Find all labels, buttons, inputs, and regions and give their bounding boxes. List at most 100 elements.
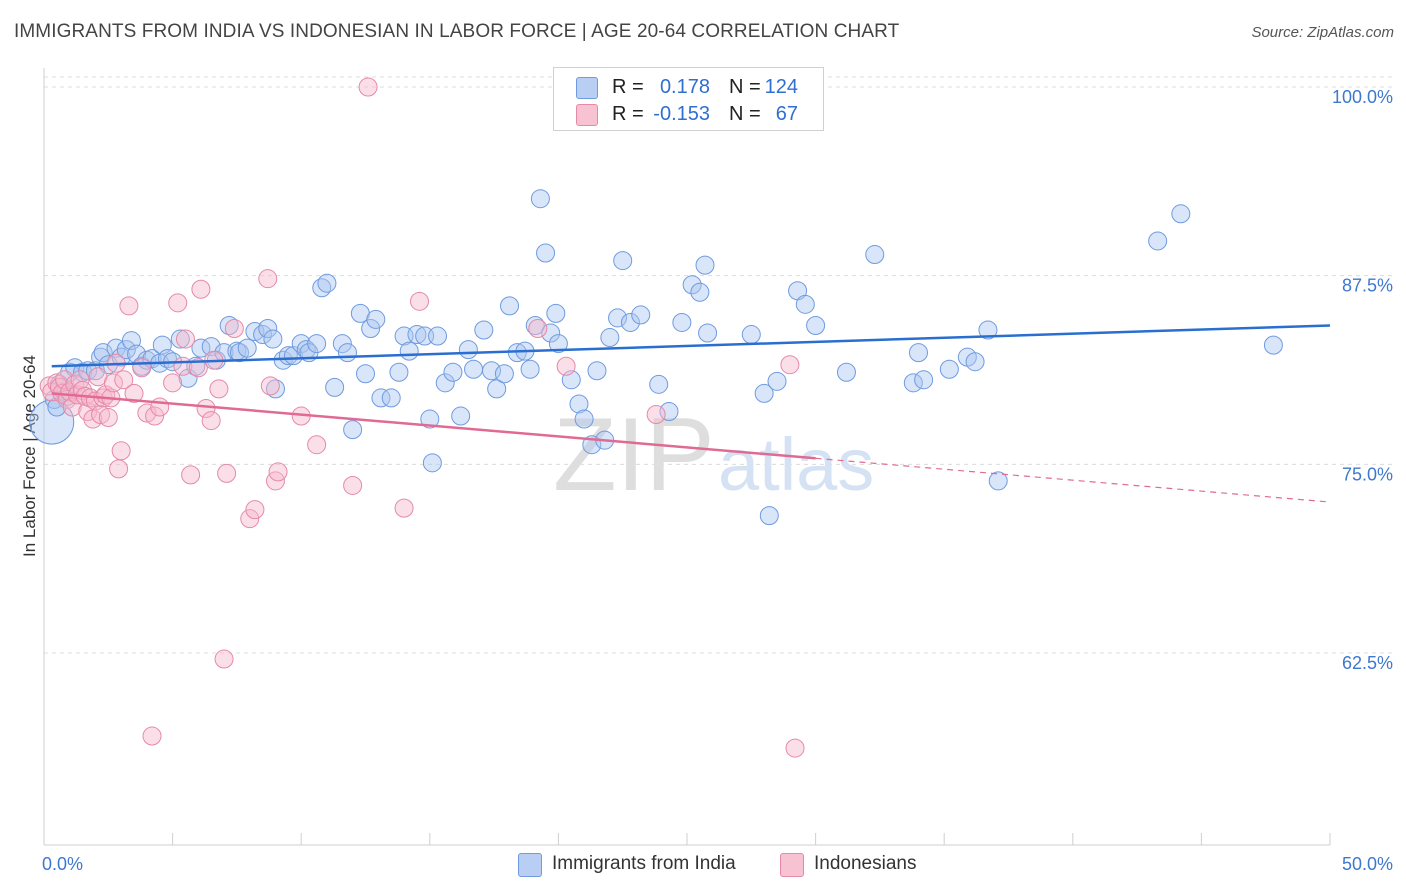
india-point xyxy=(908,343,928,363)
n-label: N = xyxy=(729,103,761,125)
india-point xyxy=(191,338,211,358)
india-point xyxy=(631,305,651,325)
india-point xyxy=(613,251,633,271)
india-point xyxy=(435,373,455,393)
india-point xyxy=(317,273,337,293)
india-point xyxy=(237,338,257,358)
watermark-zip: ZIP xyxy=(553,397,715,513)
india-point xyxy=(682,275,702,295)
india-point xyxy=(263,329,283,349)
indonesians-point xyxy=(646,405,666,425)
india-point xyxy=(93,343,113,363)
india-point xyxy=(106,338,126,358)
india-point xyxy=(965,352,985,372)
india-point xyxy=(332,334,352,354)
y-tick-label: 75.0% xyxy=(1342,464,1393,484)
india-point xyxy=(525,315,545,335)
india-point xyxy=(361,318,381,338)
india-point xyxy=(659,402,679,422)
india-point xyxy=(795,294,815,314)
india-point xyxy=(337,343,357,363)
india-point xyxy=(451,406,471,426)
indonesians-point xyxy=(217,463,237,483)
indonesians-point xyxy=(188,358,208,378)
india-point xyxy=(600,328,620,348)
indonesians-n-value: 67 xyxy=(775,103,798,125)
indonesians-point xyxy=(150,397,170,417)
india-point xyxy=(978,320,998,340)
indonesians-point xyxy=(343,475,363,495)
india-point xyxy=(325,377,345,397)
india-point xyxy=(366,309,386,329)
n-label: N = xyxy=(729,76,761,98)
india-legend-swatch-icon xyxy=(518,853,542,877)
india-point xyxy=(546,303,566,323)
india-point xyxy=(741,325,761,345)
tick-labels: 62.5% 75.0% 87.5% 100.0% 0.0% 50.0% xyxy=(42,87,1393,874)
indonesians-point xyxy=(124,383,144,403)
y-tick-label: 100.0% xyxy=(1332,87,1393,107)
india-point xyxy=(170,329,190,349)
india-point xyxy=(1171,204,1191,224)
indonesians-point xyxy=(240,509,260,529)
indonesians-point xyxy=(358,77,378,97)
legend-label-india: Immigrants from India xyxy=(552,853,736,874)
india-point xyxy=(698,323,718,343)
india-point xyxy=(690,282,710,302)
r-label: R = xyxy=(612,76,644,98)
india-point xyxy=(399,341,419,361)
indonesians-swatch-icon xyxy=(576,104,598,126)
india-point xyxy=(520,359,540,379)
india-point xyxy=(258,318,278,338)
indonesians-point xyxy=(98,408,118,428)
indonesians-point xyxy=(91,405,111,425)
indonesians-point xyxy=(175,329,195,349)
indonesians-point xyxy=(168,293,188,313)
watermark: ZIP atlas xyxy=(553,397,874,513)
indonesians-point xyxy=(528,318,548,338)
india-point xyxy=(420,409,440,429)
india-point xyxy=(482,361,502,381)
y-tick-label: 62.5% xyxy=(1342,653,1393,673)
india-point xyxy=(988,471,1008,491)
series-india xyxy=(29,189,1283,526)
india-point xyxy=(574,409,594,429)
indonesians-point xyxy=(145,406,165,426)
indonesians-point xyxy=(394,498,414,518)
indonesians-point xyxy=(114,370,134,390)
india-point xyxy=(389,362,409,382)
india-trend-line xyxy=(51,324,1331,368)
indonesians-trend-extension xyxy=(815,457,1331,503)
indonesians-point xyxy=(785,738,805,758)
india-point xyxy=(836,362,856,382)
india-point xyxy=(253,325,273,345)
india-point xyxy=(548,334,568,354)
india-r-value: 0.178 xyxy=(659,76,710,98)
india-point xyxy=(265,379,285,399)
trend-lines xyxy=(51,324,1331,503)
india-point xyxy=(487,379,507,399)
india-point xyxy=(219,315,239,335)
india-point xyxy=(587,361,607,381)
india-swatch-icon xyxy=(576,77,598,99)
stats-legend-row-indonesians: R = -0.153 N = 67 xyxy=(554,100,823,128)
chart-title: IMMIGRANTS FROM INDIA VS INDONESIAN IN L… xyxy=(14,21,900,42)
india-point xyxy=(754,383,774,403)
indonesians-point xyxy=(109,459,129,479)
stats-legend: R = 0.178 N = 124 R = -0.153 N = 67 xyxy=(553,67,824,131)
indonesians-point xyxy=(111,441,131,461)
indonesians-point xyxy=(556,356,576,376)
india-n-value: 124 xyxy=(764,76,798,98)
indonesians-point xyxy=(132,358,152,378)
india-point xyxy=(541,323,561,343)
india-point xyxy=(695,255,715,275)
source-label: Source: ZipAtlas.com xyxy=(1251,24,1394,41)
axes: In Labor Force | Age 20-64 xyxy=(20,68,1331,846)
indonesians-point xyxy=(209,379,229,399)
india-point xyxy=(343,420,363,440)
indonesians-r-value: -0.153 xyxy=(653,103,710,125)
india-point xyxy=(474,320,494,340)
india-point xyxy=(569,394,589,414)
indonesians-point xyxy=(62,397,82,417)
